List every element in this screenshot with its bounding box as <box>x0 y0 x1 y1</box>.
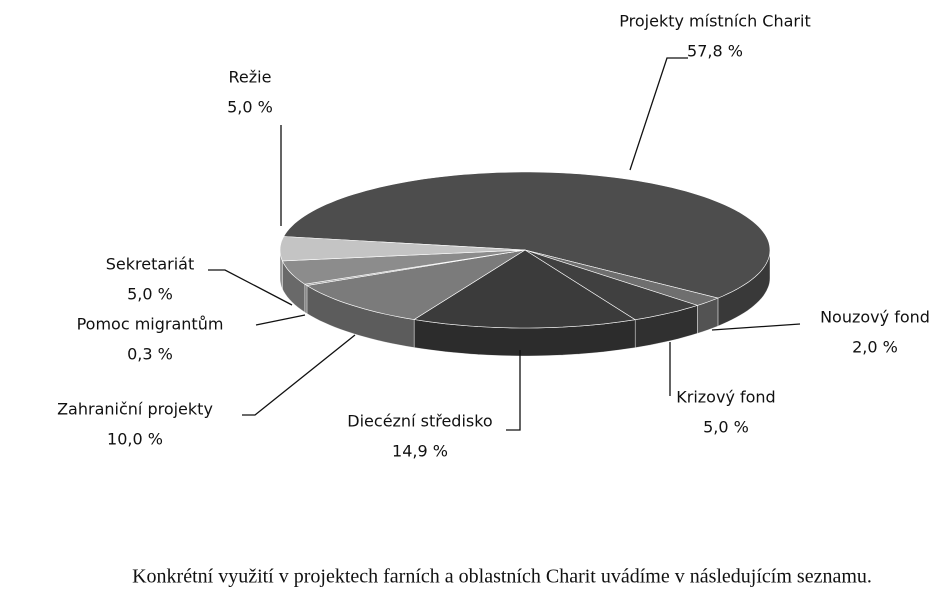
leader-line <box>242 334 356 416</box>
slice-side-shade <box>635 305 698 348</box>
slice-label: Režie <box>229 68 272 87</box>
slice-label: Projekty místních Charit <box>619 12 810 31</box>
slice-label: Krizový fond <box>676 388 775 407</box>
slice-value-label: 14,9 % <box>392 442 448 461</box>
leader-line <box>208 269 293 306</box>
leader-line <box>506 350 521 431</box>
leader-line <box>629 57 688 171</box>
slice-label: Zahraniční projekty <box>57 400 213 419</box>
slice <box>281 249 526 285</box>
slice-value-label: 57,8 % <box>687 42 743 61</box>
slice-side-shade <box>306 285 415 348</box>
slice <box>524 249 699 321</box>
slice-value-label: 5,0 % <box>127 285 173 304</box>
slice-side-shade <box>282 260 305 313</box>
slice-value-label: 5,0 % <box>703 418 749 437</box>
slice <box>283 171 771 299</box>
slice <box>279 236 526 262</box>
slice <box>413 249 637 329</box>
slice-side-shade <box>717 250 770 327</box>
slice-value-label: 10,0 % <box>107 430 163 449</box>
slice-label: Nouzový fond <box>820 308 930 327</box>
slice-side-shade <box>697 298 718 334</box>
slice-value-label: 0,3 % <box>127 345 173 364</box>
caption: Konkrétní využití v projektech farních a… <box>132 566 872 588</box>
slice-side-shade <box>414 319 636 356</box>
slice-value-label: 2,0 % <box>852 338 898 357</box>
slice-label: Diecézní středisko <box>347 412 492 431</box>
leader-line <box>711 323 801 331</box>
slice-value-label: 5,0 % <box>227 98 273 117</box>
slice-label: Sekretariát <box>106 255 195 274</box>
slice-side-shade <box>304 284 307 314</box>
slice <box>306 249 526 320</box>
leader-line <box>255 314 306 326</box>
slice-label: Pomoc migrantům <box>77 315 224 334</box>
